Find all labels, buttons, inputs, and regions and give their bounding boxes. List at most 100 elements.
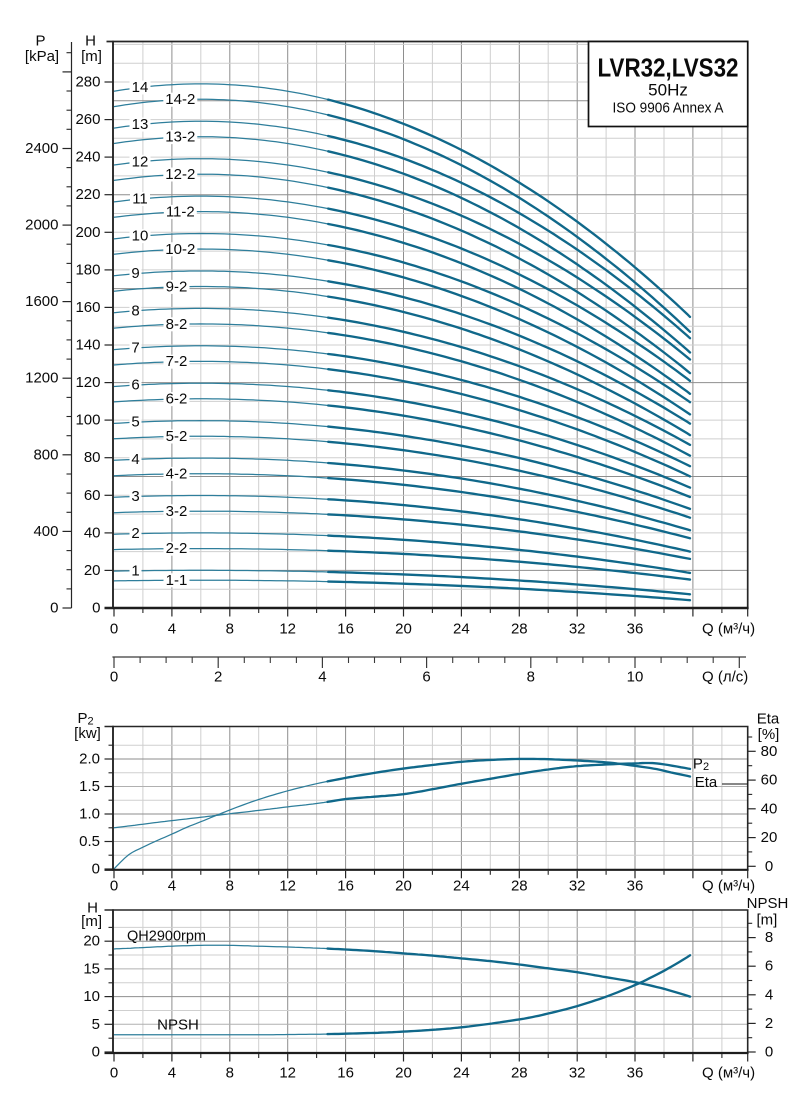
svg-text:9-2: 9-2	[166, 278, 188, 295]
svg-text:20: 20	[395, 877, 412, 894]
svg-text:10: 10	[83, 988, 100, 1005]
svg-text:NPSH: NPSH	[747, 895, 789, 912]
svg-text:4: 4	[168, 877, 176, 894]
svg-text:0: 0	[110, 621, 118, 638]
svg-text:[kw]: [kw]	[74, 725, 101, 742]
svg-text:Q (м³/ч): Q (м³/ч)	[702, 621, 755, 638]
svg-text:6: 6	[131, 377, 139, 394]
svg-text:12-2: 12-2	[165, 166, 195, 183]
svg-text:11: 11	[132, 191, 148, 208]
svg-text:1: 1	[131, 562, 139, 579]
svg-text:4: 4	[168, 621, 176, 638]
svg-text:2.0: 2.0	[79, 751, 100, 768]
svg-text:1.0: 1.0	[79, 806, 100, 823]
svg-text:2000: 2000	[25, 217, 58, 234]
svg-text:0: 0	[92, 600, 100, 617]
svg-text:28: 28	[511, 877, 528, 894]
svg-text:Q (м³/ч): Q (м³/ч)	[702, 1065, 755, 1082]
svg-text:200: 200	[75, 224, 100, 241]
svg-text:0: 0	[110, 669, 118, 686]
svg-text:180: 180	[75, 261, 100, 278]
svg-text:8: 8	[226, 1065, 234, 1082]
svg-text:16: 16	[337, 877, 354, 894]
svg-text:12: 12	[279, 877, 296, 894]
svg-text:4: 4	[765, 986, 773, 1003]
svg-text:2-2: 2-2	[166, 540, 188, 557]
svg-text:16: 16	[337, 1065, 354, 1082]
svg-text:9: 9	[131, 265, 139, 282]
svg-text:[kPa]: [kPa]	[25, 48, 59, 65]
svg-text:0: 0	[92, 861, 100, 878]
svg-text:0: 0	[110, 1065, 118, 1082]
svg-text:6: 6	[765, 958, 773, 975]
svg-text:4: 4	[318, 669, 326, 686]
svg-text:14: 14	[132, 79, 149, 96]
svg-text:4-2: 4-2	[166, 465, 188, 482]
svg-text:40: 40	[84, 524, 101, 541]
svg-text:0: 0	[92, 1044, 100, 1061]
svg-text:60: 60	[761, 772, 778, 789]
svg-text:20: 20	[395, 621, 412, 638]
svg-text:12: 12	[279, 621, 296, 638]
svg-text:[m]: [m]	[81, 48, 102, 65]
svg-text:3: 3	[131, 488, 139, 505]
svg-text:2: 2	[131, 525, 139, 542]
svg-text:160: 160	[75, 299, 100, 316]
svg-text:8: 8	[527, 669, 535, 686]
svg-text:8: 8	[226, 877, 234, 894]
svg-text:32: 32	[569, 621, 586, 638]
svg-text:13-2: 13-2	[165, 129, 195, 146]
svg-text:220: 220	[75, 186, 100, 203]
svg-text:5: 5	[131, 414, 139, 431]
svg-text:[m]: [m]	[756, 912, 777, 929]
svg-text:Q (м³/ч): Q (м³/ч)	[702, 877, 755, 894]
svg-text:1200: 1200	[25, 370, 58, 387]
svg-text:32: 32	[569, 877, 586, 894]
svg-text:12: 12	[132, 153, 149, 170]
svg-text:32: 32	[569, 1065, 586, 1082]
svg-text:7-2: 7-2	[166, 353, 188, 370]
svg-text:13: 13	[132, 116, 149, 133]
svg-text:10-2: 10-2	[165, 241, 195, 258]
svg-text:40: 40	[761, 800, 778, 817]
svg-text:5: 5	[92, 1016, 100, 1033]
svg-text:P: P	[35, 33, 45, 50]
svg-text:24: 24	[453, 621, 470, 638]
svg-text:80: 80	[84, 449, 101, 466]
svg-text:1.5: 1.5	[79, 778, 100, 795]
svg-text:24: 24	[453, 877, 470, 894]
svg-text:800: 800	[33, 446, 58, 463]
svg-text:0: 0	[765, 858, 773, 875]
svg-text:7: 7	[131, 340, 139, 357]
svg-text:36: 36	[627, 877, 644, 894]
svg-text:ISO 9906 Annex A: ISO 9906 Annex A	[613, 100, 724, 116]
svg-text:28: 28	[511, 1065, 528, 1082]
svg-text:LVR32,LVS32: LVR32,LVS32	[598, 53, 739, 83]
svg-text:36: 36	[627, 1065, 644, 1082]
svg-text:280: 280	[75, 74, 100, 91]
svg-text:6-2: 6-2	[166, 391, 188, 408]
svg-text:Q (л/с): Q (л/с)	[702, 669, 748, 686]
svg-text:Eta: Eta	[757, 711, 780, 728]
svg-text:400: 400	[33, 523, 58, 540]
svg-text:20: 20	[761, 829, 778, 846]
svg-text:16: 16	[337, 621, 354, 638]
svg-text:36: 36	[627, 621, 644, 638]
svg-text:[%]: [%]	[758, 726, 780, 743]
svg-text:0: 0	[110, 877, 118, 894]
svg-text:8: 8	[131, 302, 139, 319]
svg-text:4: 4	[168, 1065, 176, 1082]
svg-text:5-2: 5-2	[166, 428, 188, 445]
svg-text:0: 0	[765, 1044, 773, 1061]
svg-text:80: 80	[761, 743, 778, 760]
svg-text:10: 10	[132, 228, 149, 245]
svg-text:12: 12	[279, 1065, 296, 1082]
svg-text:0: 0	[50, 600, 58, 617]
svg-text:15: 15	[83, 960, 100, 977]
svg-text:8: 8	[765, 929, 773, 946]
svg-text:3-2: 3-2	[166, 503, 188, 520]
svg-text:28: 28	[511, 621, 528, 638]
svg-text:20: 20	[395, 1065, 412, 1082]
svg-text:11-2: 11-2	[166, 203, 195, 220]
svg-text:50Hz: 50Hz	[648, 80, 688, 99]
